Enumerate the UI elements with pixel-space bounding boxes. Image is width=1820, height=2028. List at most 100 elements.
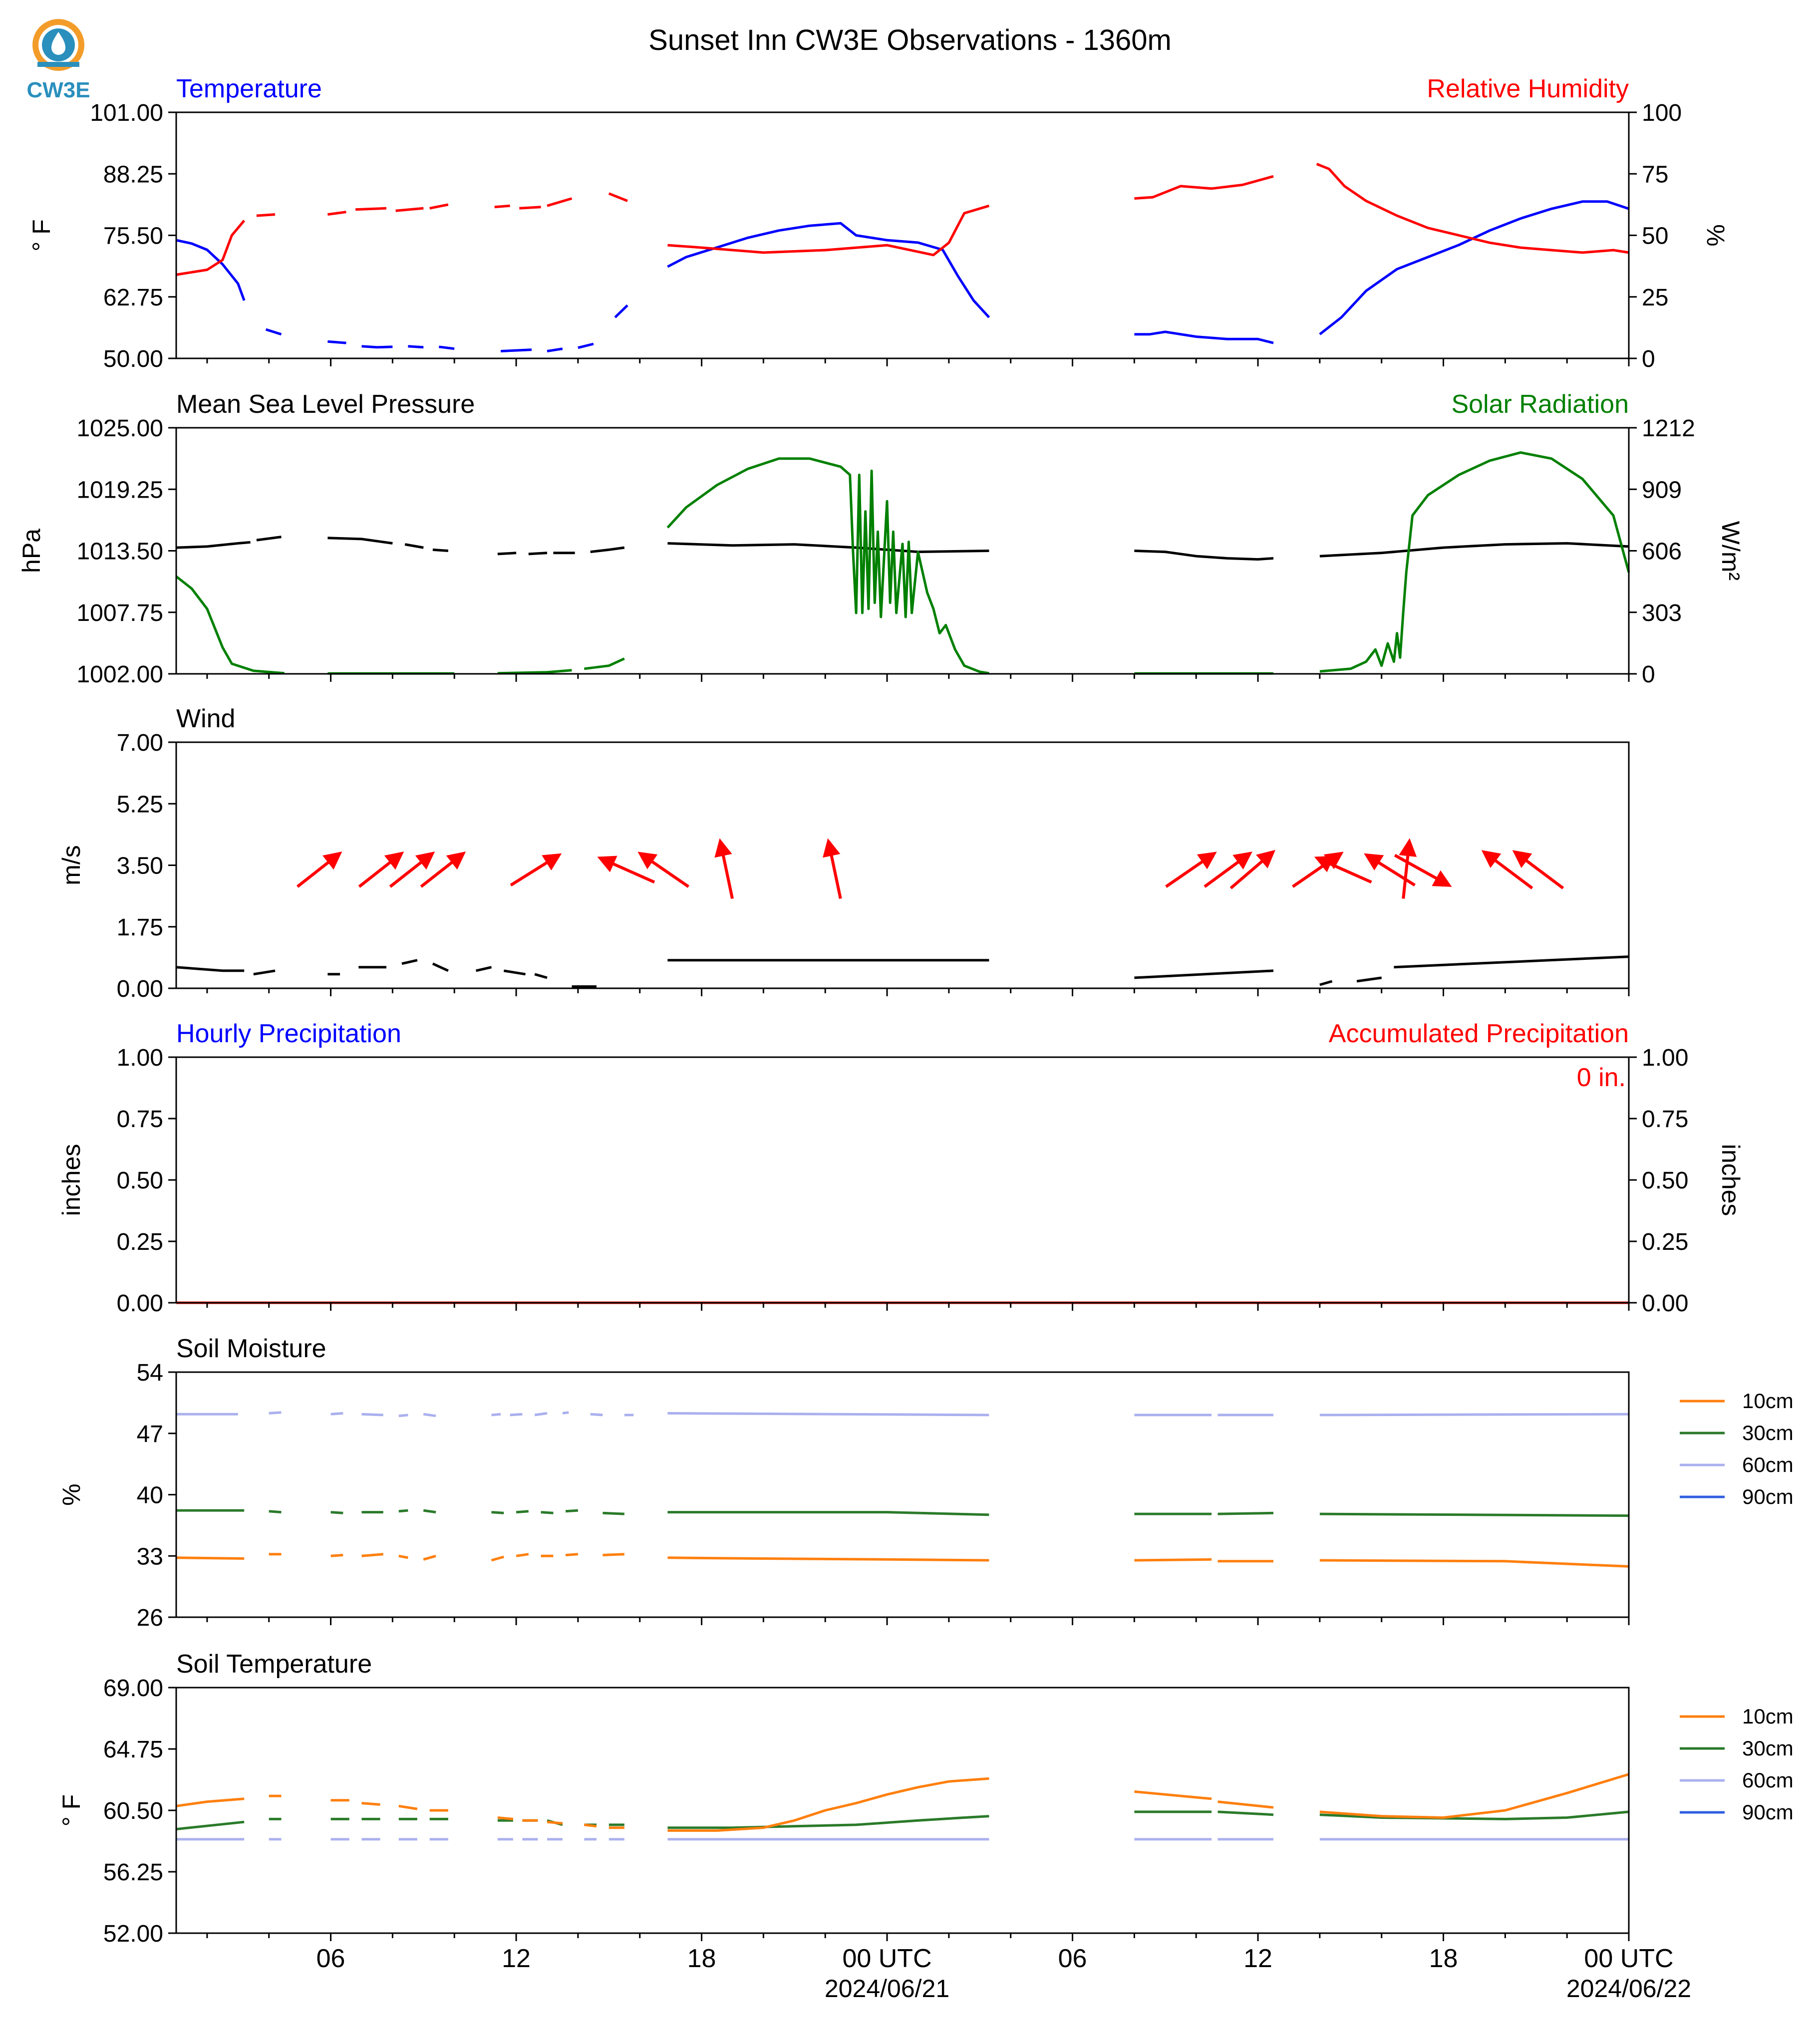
y2-tick-label: 50 (1642, 223, 1668, 250)
soil_30cm-line-segment (491, 1511, 504, 1514)
temperature-line-segment (1319, 200, 1629, 335)
wind-line-segment (503, 969, 526, 976)
humidity-line-segment (395, 207, 424, 212)
y-tick-label: 0.00 (117, 976, 163, 1002)
panel-left-title: Soil Moisture (176, 1334, 326, 1363)
x-tick-label: 12 (502, 1944, 531, 1973)
soil_30cm-line-segment (1217, 1511, 1274, 1515)
panel-left-title: Mean Sea Level Pressure (176, 390, 475, 419)
y-tick-label: 1019.25 (76, 477, 163, 503)
wind-line-segment (432, 962, 449, 972)
legend-label: 90cm (1742, 1800, 1794, 1824)
temperature-line-segment (176, 239, 246, 301)
y-tick-label: 62.75 (103, 285, 163, 311)
humidity-line-segment (429, 203, 449, 210)
panel-left-title: Wind (176, 704, 235, 733)
y-tick-label: 1013.50 (76, 539, 163, 565)
y2-tick-label: 303 (1642, 600, 1682, 626)
panel-right-title: Accumulated Precipitation (1329, 1019, 1629, 1048)
y-tick-label: 0.75 (117, 1106, 163, 1133)
soil_30cm-line-segment (603, 1511, 624, 1515)
x-date-label: 2024/06/21 (825, 1975, 949, 2003)
humidity-line-segment (519, 206, 541, 210)
soil_10cm-line-segment (361, 1553, 384, 1557)
cw3e-logo: CW3E (26, 19, 90, 102)
wind-direction-arrow (1394, 854, 1452, 887)
x-tick-label: 18 (687, 1944, 716, 1973)
soil_10cm-line-segment (398, 1804, 418, 1810)
soil_60cm-line-segment (667, 1412, 989, 1417)
panel-soil_temp: 69.00 64.75 60.50 56.25 52.00 Soil Temperatur… (57, 1650, 1794, 2003)
pressure-line-segment (667, 542, 989, 554)
humidity-line-segment (494, 204, 510, 209)
temperature-line-segment (361, 345, 393, 349)
soil_30cm-line-segment (398, 1509, 408, 1513)
y2-tick-label: 0.25 (1642, 1229, 1688, 1255)
wind-direction-arrow (1399, 838, 1417, 899)
humidity-line-segment (667, 204, 990, 257)
y-tick-label: 75.50 (103, 223, 163, 250)
soil_10cm-line-segment (176, 1556, 245, 1560)
temperature-line-segment (578, 342, 594, 349)
y2-tick-label: 75 (1642, 161, 1668, 188)
wind-line-segment (1394, 955, 1629, 969)
soil_10cm-line-segment (1319, 1559, 1629, 1568)
humidity-line-segment (547, 197, 573, 207)
panel-wind: 7.00 5.25 3.50 1.75 0.00 Wind m/s (57, 704, 1630, 1002)
panel-temp_rh: 101.00 88.25 75.50 62.75 50.00 100 75 50 25 0 Temp… (27, 74, 1730, 372)
wind-direction-arrow (637, 852, 689, 888)
panel-pressure_solar: 1025.00 1019.25 1013.50 1007.75 1002.00 1212 9… (17, 390, 1745, 688)
y2-tick-label: 0 (1642, 346, 1655, 372)
soil_10cm-line-segment (1134, 1790, 1212, 1800)
figure-title: Sunset Inn CW3E Observations - 1360m (648, 24, 1172, 56)
x-tick-label: 06 (1058, 1944, 1087, 1973)
soil_10cm-line-segment (667, 1556, 989, 1562)
wind-line-segment (1356, 976, 1382, 983)
wind-line-segment (534, 973, 548, 979)
solar-line-segment (175, 575, 285, 675)
y-tick-label: 40 (137, 1482, 163, 1509)
soil_30cm-line-segment (667, 1511, 989, 1516)
temperature-line-segment (614, 304, 628, 318)
y-tick-label: 1025.00 (76, 415, 163, 442)
soil_10cm-line-segment (584, 1823, 597, 1828)
wind-direction-arrow (1204, 852, 1252, 888)
x-tick-label: 12 (1243, 1944, 1272, 1973)
soil_30cm-line-segment (176, 1820, 245, 1831)
y-tick-label: 54 (137, 1360, 163, 1386)
soil_30cm-line-segment (1217, 1810, 1274, 1816)
logo-text: CW3E (26, 78, 90, 102)
chart-panels: 101.00 88.25 75.50 62.75 50.00 100 75 50 25 0 Temp… (17, 74, 1794, 2003)
wind-line-segment (253, 969, 276, 976)
soil_10cm-line-segment (1319, 1773, 1629, 1819)
temperature-line-segment (408, 345, 424, 349)
legend-label: 10cm (1742, 1389, 1794, 1413)
x-tick-label: 00 UTC (842, 1944, 931, 1973)
y-tick-label: 60.50 (103, 1798, 163, 1824)
y-tick-label: 88.25 (103, 161, 163, 188)
soil_30cm-line-segment (1319, 1512, 1629, 1517)
soil_10cm-line-segment (361, 1802, 380, 1806)
temperature-line-segment (265, 328, 282, 336)
wind-line-segment (1134, 969, 1274, 979)
solar-line-segment (584, 657, 625, 670)
soil_30cm-line-segment (541, 1511, 554, 1514)
y-tick-label: 33 (137, 1543, 163, 1570)
y-tick-label: 7.00 (117, 730, 163, 756)
y-axis-label: % (57, 1483, 85, 1505)
droplet-icon (51, 32, 65, 55)
y2-tick-label: 1212 (1642, 415, 1695, 442)
soil_10cm-line-segment (330, 1554, 343, 1557)
soil_60cm-line-segment (534, 1412, 548, 1417)
panel-left-title: Temperature (176, 74, 322, 103)
wind-direction-arrow (510, 853, 562, 886)
humidity-line-segment (608, 192, 628, 202)
y2-axis-label: inches (1717, 1144, 1745, 1216)
legend-label: 90cm (1742, 1485, 1794, 1508)
pressure-line-segment (1134, 550, 1274, 561)
legend-label: 60cm (1742, 1453, 1794, 1476)
soil_60cm-line-segment (590, 1413, 603, 1417)
y-tick-label: 3.50 (117, 853, 163, 879)
soil_60cm-line-segment (330, 1412, 343, 1416)
